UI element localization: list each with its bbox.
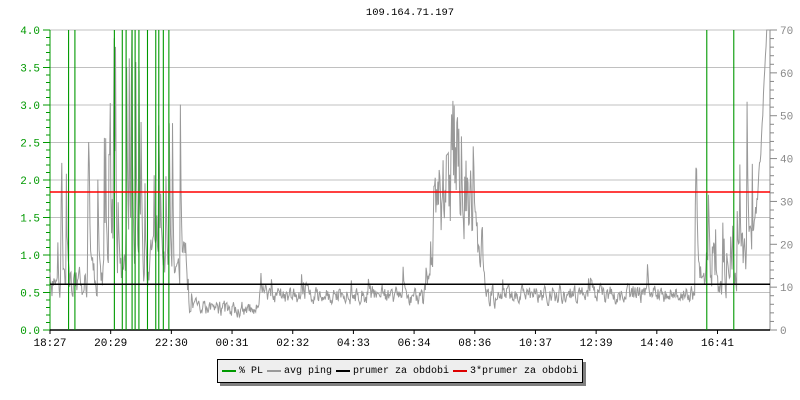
svg-text:4.0: 4.0 [20, 26, 40, 38]
svg-text:50: 50 [780, 112, 793, 124]
svg-text:40: 40 [780, 155, 793, 167]
svg-text:00:31: 00:31 [216, 338, 249, 350]
svg-text:20:29: 20:29 [94, 338, 127, 350]
svg-text:0.5: 0.5 [20, 289, 40, 301]
svg-text:06:34: 06:34 [398, 338, 431, 350]
svg-text:3.0: 3.0 [20, 101, 40, 113]
svg-text:2.0: 2.0 [20, 176, 40, 188]
svg-text:20: 20 [780, 240, 793, 252]
svg-text:1.0: 1.0 [20, 251, 40, 263]
svg-text:1.5: 1.5 [20, 214, 40, 226]
svg-text:3.5: 3.5 [20, 64, 40, 76]
svg-text:10: 10 [780, 283, 793, 295]
svg-text:2.5: 2.5 [20, 139, 40, 151]
svg-text:04:33: 04:33 [337, 338, 370, 350]
svg-text:14:40: 14:40 [640, 338, 673, 350]
svg-text:22:30: 22:30 [155, 338, 188, 350]
svg-text:70: 70 [780, 26, 793, 38]
svg-text:16:41: 16:41 [701, 338, 734, 350]
svg-text:10:37: 10:37 [519, 338, 552, 350]
svg-text:0: 0 [780, 326, 787, 338]
svg-text:02:32: 02:32 [276, 338, 309, 350]
svg-text:18:27: 18:27 [33, 338, 66, 350]
svg-text:60: 60 [780, 69, 793, 81]
svg-text:30: 30 [780, 197, 793, 209]
svg-text:08:36: 08:36 [458, 338, 491, 350]
svg-text:12:39: 12:39 [580, 338, 613, 350]
svg-text:0.0: 0.0 [20, 326, 40, 338]
